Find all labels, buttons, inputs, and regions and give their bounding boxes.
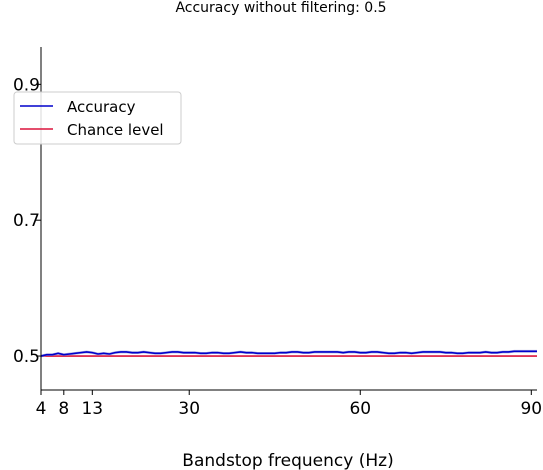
x-tick-label: 30 bbox=[178, 399, 200, 419]
legend-label-accuracy: Accuracy bbox=[67, 98, 136, 116]
x-tick-label: 13 bbox=[81, 399, 103, 419]
legend-label-chance-level: Chance level bbox=[67, 121, 164, 139]
x-tick-label: 8 bbox=[58, 399, 69, 419]
legend-frame bbox=[13, 91, 182, 145]
x-tick-label: 4 bbox=[36, 399, 47, 419]
y-tick-label: 0.5 bbox=[13, 347, 40, 367]
chart-title: Accuracy without filtering: 0.5 bbox=[175, 0, 386, 16]
x-tick-label: 60 bbox=[349, 399, 371, 419]
y-tick-label: 0.9 bbox=[13, 75, 40, 95]
axes: 4 8 13 30 60 90 0.5 0.7 0.9 bbox=[13, 47, 542, 419]
y-tick-label: 0.7 bbox=[13, 211, 40, 231]
legend: Accuracy Chance level bbox=[13, 91, 182, 145]
series-line-accuracy bbox=[40, 350, 537, 357]
x-axis-title: Bandstop frequency (Hz) bbox=[182, 451, 393, 470]
x-tick-label: 90 bbox=[520, 399, 542, 419]
series-band-accuracy bbox=[41, 349, 537, 358]
plot-area bbox=[40, 349, 537, 358]
